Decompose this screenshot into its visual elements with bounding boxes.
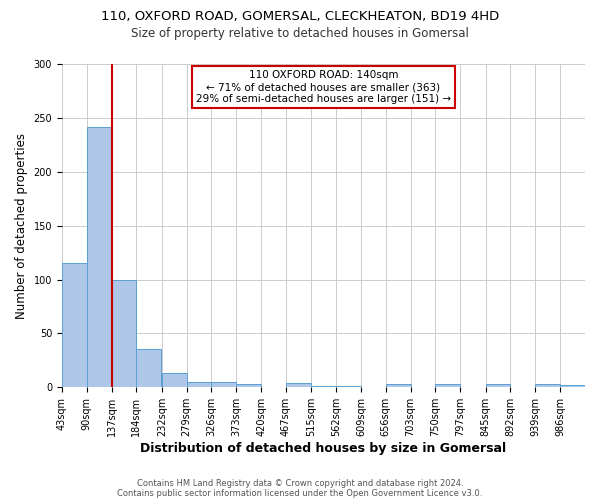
Bar: [386, 384, 410, 388]
Bar: [560, 385, 585, 388]
Bar: [162, 374, 187, 388]
Bar: [485, 384, 511, 388]
X-axis label: Distribution of detached houses by size in Gomersal: Distribution of detached houses by size …: [140, 442, 506, 455]
Text: Contains HM Land Registry data © Crown copyright and database right 2024.: Contains HM Land Registry data © Crown c…: [137, 478, 463, 488]
Text: Contains public sector information licensed under the Open Government Licence v3: Contains public sector information licen…: [118, 488, 482, 498]
Text: 110, OXFORD ROAD, GOMERSAL, CLECKHEATON, BD19 4HD: 110, OXFORD ROAD, GOMERSAL, CLECKHEATON,…: [101, 10, 499, 23]
Bar: [112, 280, 136, 388]
Text: Size of property relative to detached houses in Gomersal: Size of property relative to detached ho…: [131, 28, 469, 40]
Bar: [436, 384, 460, 388]
Bar: [187, 382, 211, 388]
Bar: [87, 126, 112, 388]
Bar: [535, 384, 560, 388]
Bar: [62, 264, 87, 388]
Bar: [311, 386, 336, 388]
Bar: [236, 384, 261, 388]
Bar: [286, 383, 311, 388]
Y-axis label: Number of detached properties: Number of detached properties: [15, 132, 28, 318]
Bar: [211, 382, 236, 388]
Bar: [336, 386, 361, 388]
Bar: [136, 348, 161, 388]
Text: 110 OXFORD ROAD: 140sqm
← 71% of detached houses are smaller (363)
29% of semi-d: 110 OXFORD ROAD: 140sqm ← 71% of detache…: [196, 70, 451, 104]
